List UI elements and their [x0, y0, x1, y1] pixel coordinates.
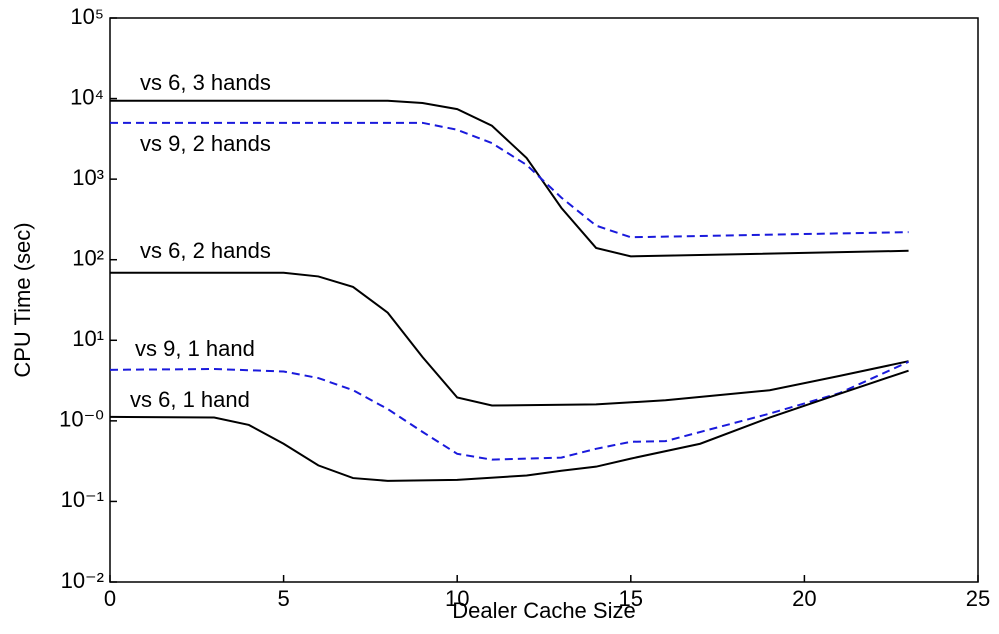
x-tick-label: 20 [792, 586, 816, 611]
x-tick-label: 15 [619, 586, 643, 611]
series-label: vs 6, 2 hands [140, 238, 271, 263]
series-label: vs 6, 1 hand [130, 387, 250, 412]
series-line [109, 369, 909, 482]
y-axis-label: CPU Time (sec) [10, 222, 35, 377]
series-label: vs 9, 2 hands [140, 131, 271, 156]
y-tick-label: 10¹ [72, 326, 104, 351]
series-label: vs 9, 1 hand [135, 336, 255, 361]
y-tick-label: 10⁻⁰ [59, 407, 104, 432]
x-axis-label: Dealer Cache Size [452, 598, 635, 623]
x-tick-label: 25 [966, 586, 990, 611]
y-tick-label: 10⁴ [70, 84, 104, 109]
x-tick-label: 5 [277, 586, 289, 611]
y-tick-label: 10⁻¹ [61, 487, 104, 512]
y-tick-label: 10² [72, 246, 104, 271]
y-tick-label: 10⁻² [61, 568, 104, 593]
y-tick-label: 10³ [72, 165, 104, 190]
series-line [110, 99, 909, 258]
series-label: vs 6, 3 hands [140, 70, 271, 95]
plot-frame [109, 17, 979, 583]
x-tick-label: 0 [104, 586, 116, 611]
series-line [110, 271, 909, 407]
x-tick-label: 10 [445, 586, 469, 611]
y-tick-label: 10⁵ [70, 4, 104, 29]
